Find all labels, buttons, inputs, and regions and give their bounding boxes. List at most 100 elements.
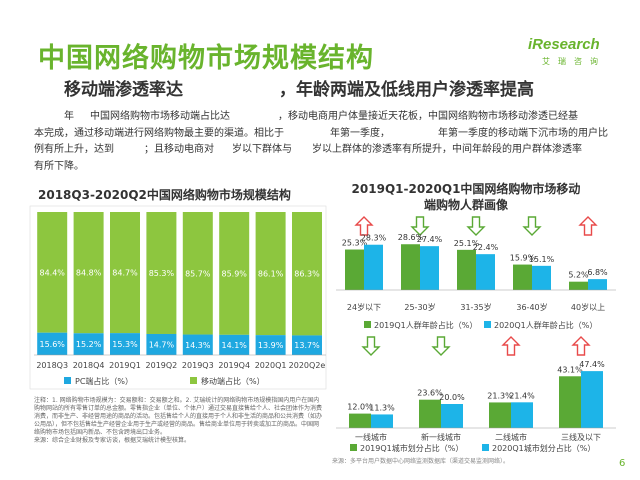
city-value-label: 11.3% — [369, 403, 395, 412]
mobile-bar — [292, 212, 322, 336]
summary-text: 年第一季度的移动端下沉市场的用户比 — [438, 127, 608, 139]
city-x-tick-label: 一线城市 — [355, 432, 387, 442]
mobile-value-label: 84.7% — [112, 269, 138, 278]
age-value-label: 15.1% — [529, 255, 555, 264]
page-number: 6 — [619, 458, 626, 469]
age-2020-bar — [588, 279, 607, 290]
pc-value-label: 15.2% — [76, 340, 102, 349]
arrow-up-icon — [501, 336, 521, 356]
summary-text: 年第一季度， — [330, 127, 390, 139]
city-x-tick-label: 新一线城市 — [421, 432, 461, 442]
left-chart-title: 2018Q3-2020Q2中国网络购物市场规模结构 — [38, 188, 291, 202]
summary-paragraph: 年 中国网络购物市场移动端占比达 ，移动电商用户体量接近天花板，中国网络购物市场移动… — [34, 109, 608, 175]
age-value-label: 22.4% — [473, 243, 499, 252]
city-value-label: 23.6% — [417, 389, 443, 398]
x-tick-label: 2020Q1 — [255, 361, 287, 370]
city-legend-swatch-2019 — [350, 444, 357, 451]
city-2019-bar — [559, 376, 581, 428]
age-value-label: 6.8% — [587, 268, 608, 277]
mobile-value-label: 86.1% — [258, 270, 284, 279]
mobile-value-label: 85.3% — [149, 269, 175, 278]
arrow-up-icon — [354, 216, 374, 236]
mobile-value-label: 85.7% — [185, 269, 211, 278]
age-value-label: 25.1% — [454, 239, 480, 248]
right-chart-title: 2019Q1-2020Q1中国网络购物市场移动端购物人群画像 — [351, 182, 581, 212]
city-2020-bar — [581, 371, 603, 428]
pc-value-label: 14.7% — [149, 340, 175, 349]
city-value-label: 21.4% — [509, 391, 535, 400]
age-2020-bar — [532, 265, 551, 290]
city-legend-swatch-2020 — [482, 444, 489, 451]
summary-text: 本完成，通过移动端进行网络购物最主要的渠道。相比于 — [34, 127, 284, 139]
age-x-tick-label: 31-35岁 — [460, 302, 491, 312]
age-value-label: 27.4% — [417, 235, 443, 244]
arrow-down-icon — [466, 216, 486, 236]
age-value-label: 5.2% — [568, 271, 589, 280]
source-note-right: 来源：多平台用户数据中心网络监测数据库（渠道交易监测网络）。 — [332, 458, 510, 465]
city-x-tick-label: 三线及以下 — [561, 432, 601, 442]
city-value-label: 43.1% — [557, 365, 583, 374]
arrow-down-icon — [522, 216, 542, 236]
age-2019-bar — [345, 249, 364, 290]
mobile-value-label: 84.8% — [76, 269, 102, 278]
city-value-label: 20.0% — [439, 393, 465, 402]
mobile-bar — [73, 212, 104, 334]
summary-text: 年 — [64, 111, 74, 122]
x-tick-label: 2020Q2e — [289, 361, 326, 370]
age-value-label: 15.9% — [510, 254, 536, 263]
pc-value-label: 14.3% — [185, 341, 211, 350]
age-2020-bar — [476, 254, 495, 290]
age-legend-label-2019: 2019Q1人群年龄占比（%） — [374, 320, 477, 330]
pc-bar — [37, 332, 68, 355]
summary-line: 有所下降。 — [34, 159, 608, 176]
logo-wordmark: iResearch — [528, 36, 600, 53]
page-title: 中国网络购物市场规模结构 — [38, 43, 374, 74]
summary-line: 年 中国网络购物市场移动端占比达 ，移动电商用户体量接近天花板，中国网络购物市场移动… — [34, 109, 608, 126]
mobile-bar — [219, 212, 250, 335]
logo-cn-text: 艾瑞咨询 — [542, 57, 606, 66]
legend-swatch-pc — [64, 377, 71, 384]
age-value-label: 28.6% — [398, 233, 424, 242]
city-x-tick-label: 二线城市 — [495, 432, 527, 442]
city-value-label: 21.3% — [487, 391, 513, 400]
mobile-value-label: 85.9% — [221, 269, 247, 278]
x-tick-label: 2018Q4 — [73, 361, 105, 370]
mobile-value-label: 84.4% — [39, 268, 65, 277]
age-x-tick-label: 24岁以下 — [347, 302, 381, 312]
legend-label-pc: PC端占比（%） — [75, 376, 133, 386]
pc-bar — [146, 333, 177, 355]
pc-value-label: 15.6% — [39, 340, 65, 349]
iresearch-logo: iResearch 艾瑞咨询 — [528, 36, 606, 70]
mobile-bar — [146, 212, 177, 334]
x-tick-label: 2019Q1 — [109, 361, 141, 370]
pc-value-label: 13.7% — [294, 341, 320, 350]
arrow-down-icon — [361, 336, 381, 356]
age-value-label: 25.3% — [342, 239, 368, 248]
summary-line: 本完成，通过移动端进行网络购物最主要的渠道。相比于 年第一季度， 年第一季度的移动端… — [34, 126, 608, 143]
city-2019-bar — [489, 402, 511, 428]
age-x-tick-label: 36-40岁 — [516, 302, 547, 312]
arrow-up-icon — [571, 336, 591, 356]
pc-bar — [292, 335, 322, 355]
age-2019-bar — [401, 244, 420, 290]
summary-text: 中国网络购物市场移动端占比达 — [90, 111, 230, 122]
summary-text: 岁以下群体与 — [232, 144, 292, 155]
age-2019-bar — [457, 249, 476, 290]
subtitle-part1: 移动端渗透率达 — [64, 80, 183, 100]
city-2020-bar — [371, 414, 393, 428]
mobile-bar — [37, 212, 68, 333]
mobile-value-label: 86.3% — [294, 270, 320, 279]
mobile-bar — [255, 212, 286, 336]
x-tick-label: 2019Q3 — [182, 361, 214, 370]
x-tick-label: 2019Q4 — [218, 361, 250, 370]
city-value-label: 12.0% — [347, 403, 373, 412]
age-2020-bar — [420, 246, 439, 290]
age-x-tick-label: 25-30岁 — [404, 302, 435, 312]
legend-label-mobile: 移动端占比（%） — [201, 376, 265, 386]
pc-value-label: 15.3% — [112, 340, 138, 349]
city-legend-label-2020: 2020Q1城市划分占比（%） — [492, 443, 595, 453]
pc-value-label: 13.9% — [258, 341, 284, 350]
summary-text: ，移动电商用户体量接近天花板，中国网络购物市场移动渗透已经基 — [278, 111, 578, 122]
age-2019-bar — [569, 281, 588, 290]
